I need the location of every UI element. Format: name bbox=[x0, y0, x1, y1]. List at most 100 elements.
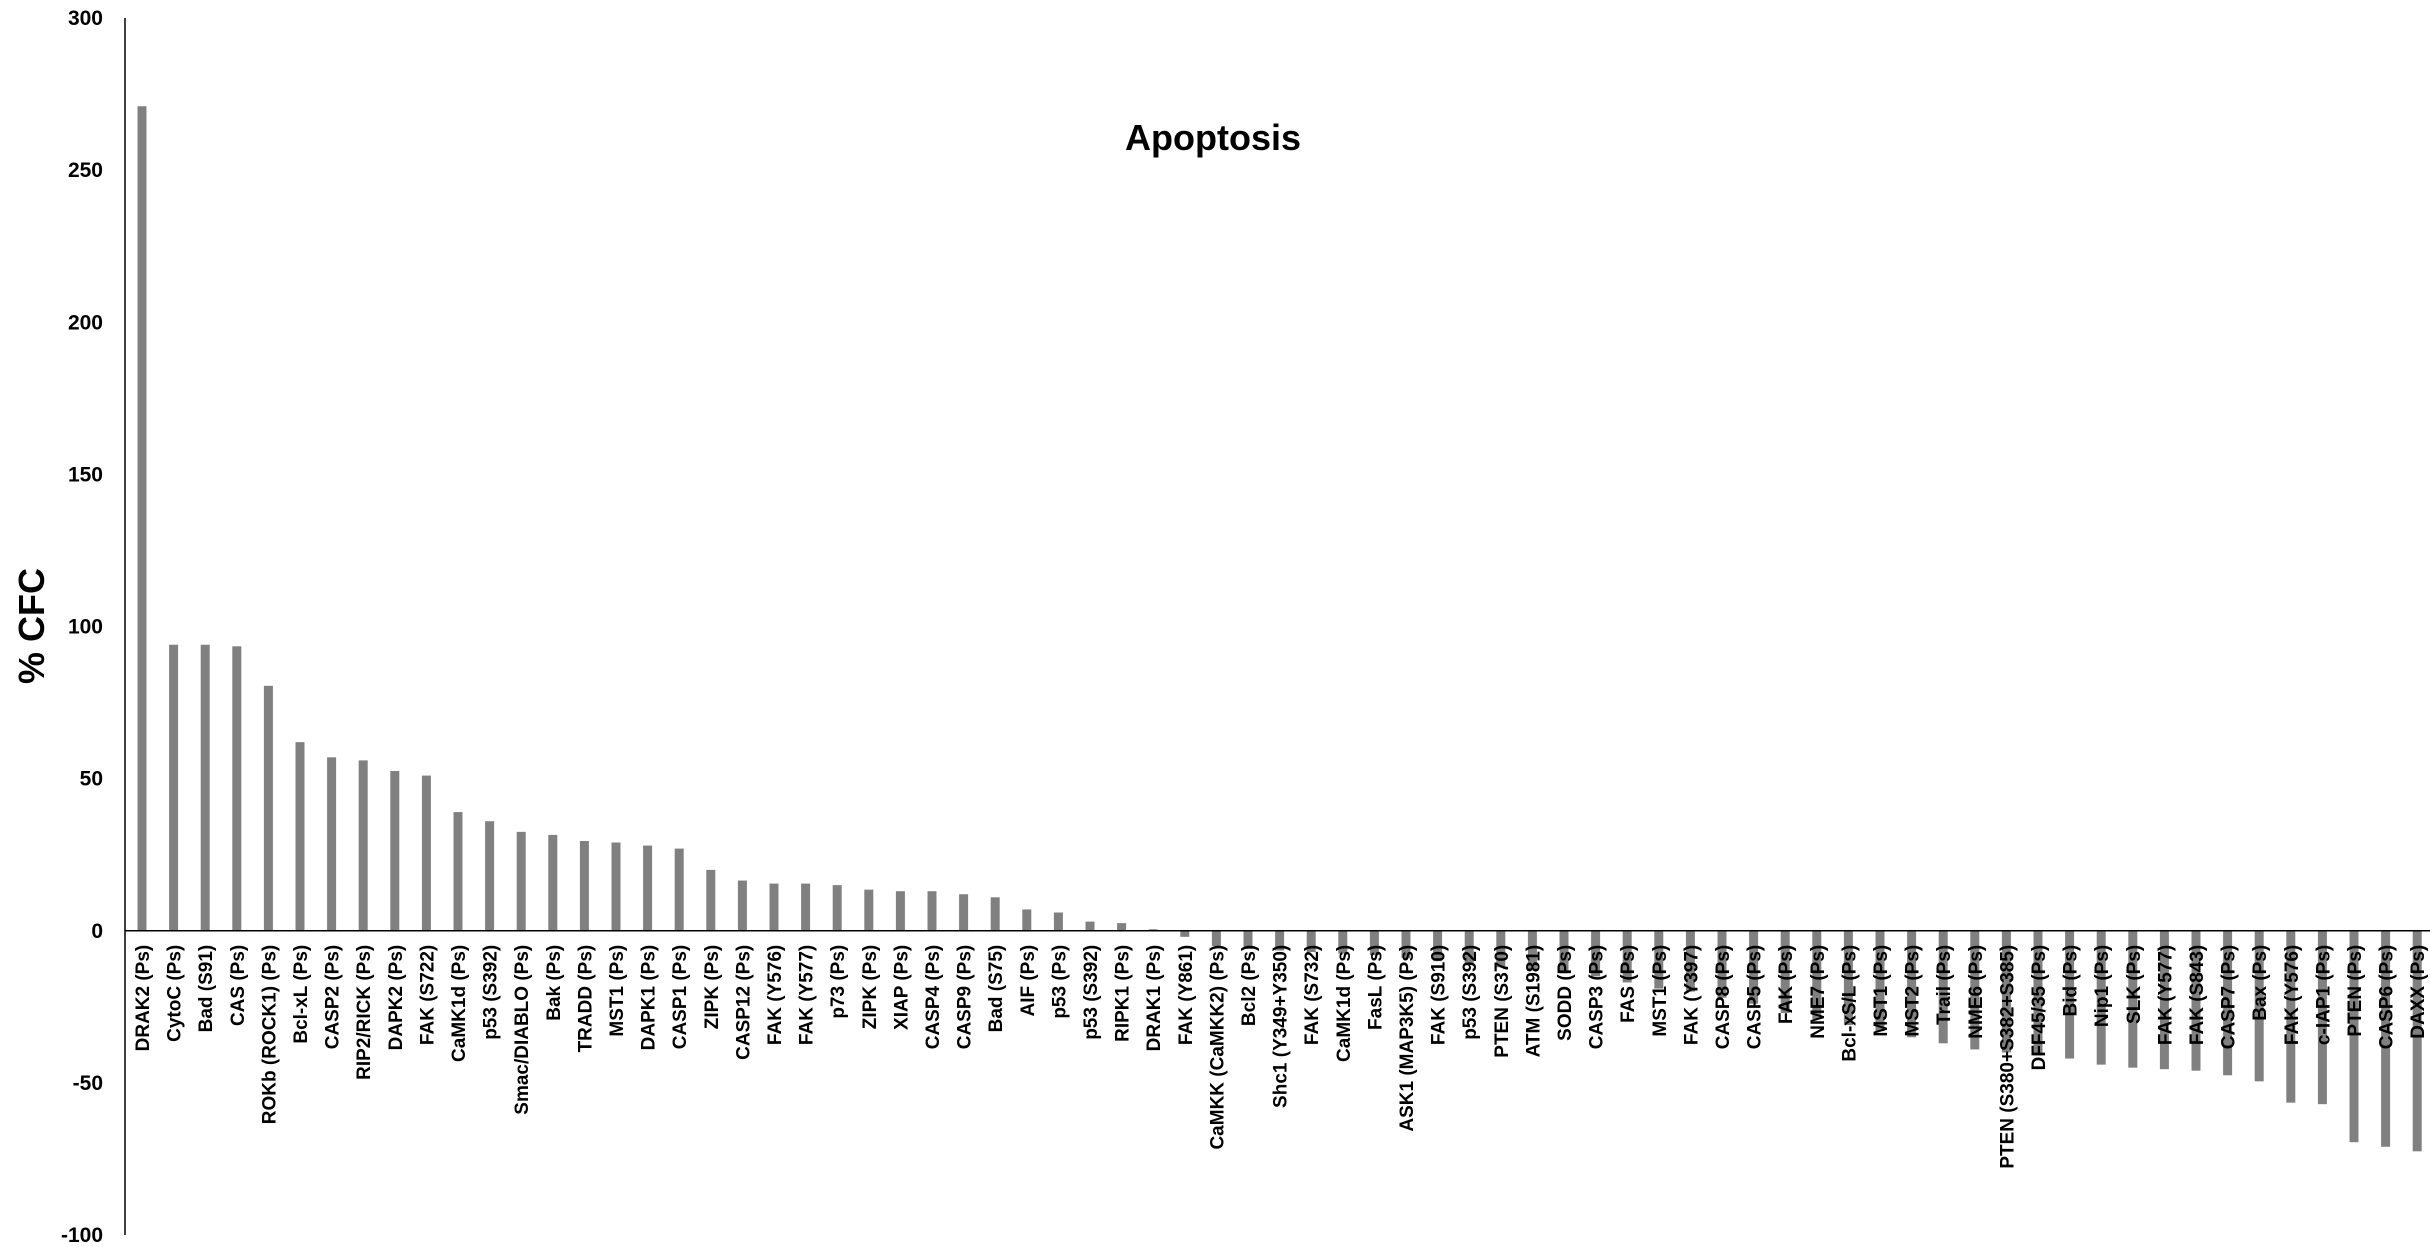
category-label: FAK (Y397) bbox=[1681, 945, 1702, 1045]
category-label: FAK (Y576) bbox=[765, 945, 786, 1045]
bar bbox=[1654, 930, 1664, 989]
category-label: CaMK1d (Ps) bbox=[1334, 945, 1355, 1062]
category-label: SLK (Ps) bbox=[2124, 945, 2145, 1024]
bar bbox=[2381, 930, 2391, 1147]
bar bbox=[832, 885, 842, 931]
category-label: CASP6 (Ps) bbox=[2377, 945, 2398, 1050]
bar bbox=[1211, 930, 1221, 946]
category-label: DRAK2 (Ps) bbox=[133, 945, 154, 1052]
category-label: CaMKK (CaMKK2) (Ps) bbox=[1207, 945, 1228, 1150]
category-label: Bad (S75) bbox=[986, 945, 1007, 1033]
bar bbox=[1275, 930, 1285, 951]
bar bbox=[548, 834, 558, 931]
category-label: CytoC (Ps) bbox=[165, 945, 186, 1042]
category-label: CASP12 (Ps) bbox=[733, 945, 754, 1060]
bar bbox=[2159, 930, 2169, 1070]
category-label: PTEN (S370) bbox=[1492, 945, 1513, 1058]
bar bbox=[1148, 929, 1158, 931]
bar bbox=[990, 897, 1000, 931]
bar bbox=[1938, 930, 1948, 1044]
category-label: ZIPK (Ps) bbox=[860, 945, 881, 1029]
category-label: XIAP (Ps) bbox=[891, 945, 912, 1030]
bar bbox=[611, 842, 621, 931]
category-label: CaMK1d (Ps) bbox=[449, 945, 470, 1062]
bar bbox=[1433, 930, 1443, 962]
bar bbox=[358, 760, 368, 931]
bar bbox=[1243, 930, 1253, 949]
category-label: p73 (Ps) bbox=[828, 945, 849, 1019]
category-label: CASP3 (Ps) bbox=[1587, 945, 1608, 1050]
category-label: Bcl-xS/L (Ps) bbox=[1839, 945, 1860, 1062]
bar bbox=[927, 891, 937, 931]
y-tick-label: 100 bbox=[68, 616, 103, 639]
category-label: MST1 (Ps) bbox=[607, 945, 628, 1037]
category-label: DAPK1 (Ps) bbox=[639, 945, 660, 1051]
category-label: Bid (Ps) bbox=[2061, 945, 2082, 1017]
category-label: FAK (Y861) bbox=[1176, 945, 1197, 1045]
bar bbox=[1843, 930, 1853, 1026]
bar bbox=[2223, 930, 2233, 1076]
category-label: p53 (S392) bbox=[1081, 945, 1102, 1040]
bar bbox=[295, 742, 305, 931]
bar bbox=[737, 880, 747, 931]
category-label: SODD (Ps) bbox=[1555, 945, 1576, 1041]
bar bbox=[1117, 923, 1127, 931]
bar bbox=[706, 869, 716, 931]
bar bbox=[2065, 930, 2075, 1059]
bar bbox=[769, 883, 779, 931]
bar-group bbox=[137, 106, 2422, 1152]
bar bbox=[895, 891, 905, 931]
bar bbox=[2128, 930, 2138, 1068]
category-label: p53 (S392) bbox=[481, 945, 502, 1040]
bar bbox=[1907, 930, 1917, 1038]
chart-title: Apoptosis bbox=[1125, 117, 1301, 158]
bar bbox=[1970, 930, 1980, 1050]
bar bbox=[453, 812, 463, 931]
category-label: CASP1 (Ps) bbox=[670, 945, 691, 1050]
bar bbox=[1306, 930, 1316, 953]
bar bbox=[1559, 930, 1569, 974]
category-label: Bcl2 (Ps) bbox=[1239, 945, 1260, 1026]
category-label: FasL (Ps) bbox=[1365, 945, 1386, 1030]
category-label: FAS (Ps) bbox=[1618, 945, 1639, 1023]
category-label: AIF (Ps) bbox=[1018, 945, 1039, 1017]
bar bbox=[864, 889, 874, 931]
category-label: DAPK2 (Ps) bbox=[386, 945, 407, 1051]
category-label: NME6 (Ps) bbox=[1966, 945, 1987, 1039]
category-label: p53 (Ps) bbox=[1049, 945, 1070, 1019]
category-label: CAS (Ps) bbox=[228, 945, 249, 1026]
bar bbox=[959, 894, 969, 931]
bar bbox=[1053, 912, 1063, 931]
category-label: Bak (Ps) bbox=[544, 945, 565, 1021]
bar bbox=[232, 646, 242, 931]
category-label: FAK (Y577) bbox=[797, 945, 818, 1045]
y-tick-label: -50 bbox=[73, 1072, 103, 1095]
bar bbox=[1527, 930, 1537, 971]
bar bbox=[1464, 930, 1474, 965]
bar bbox=[1812, 930, 1822, 1019]
bar bbox=[1338, 930, 1348, 954]
category-label: DFF45/35 (Ps) bbox=[2029, 945, 2050, 1071]
bar bbox=[2191, 930, 2201, 1071]
y-tick-label: 300 bbox=[68, 7, 103, 30]
bar bbox=[516, 831, 526, 931]
category-label: CASP7 (Ps) bbox=[2219, 945, 2240, 1050]
category-label: CASP8 (Ps) bbox=[1713, 945, 1734, 1050]
category-label: Trail (Ps) bbox=[1934, 945, 1955, 1025]
bar bbox=[2096, 930, 2106, 1065]
category-label: PTEN (Ps) bbox=[2345, 945, 2366, 1037]
bar bbox=[327, 757, 337, 931]
bar bbox=[1022, 909, 1032, 931]
category-label: CASP9 (Ps) bbox=[955, 945, 976, 1050]
bar bbox=[263, 685, 273, 931]
category-label: Smac/DIABLO (Ps) bbox=[512, 945, 533, 1115]
bar bbox=[390, 771, 400, 931]
category-label: FAK (Y577) bbox=[2155, 945, 2176, 1045]
bar bbox=[1591, 930, 1601, 977]
bar bbox=[2033, 930, 2043, 1056]
category-label: Bcl-xL (Ps) bbox=[291, 945, 312, 1044]
category-label: MST1 (Ps) bbox=[1871, 945, 1892, 1037]
y-tick-label: 0 bbox=[91, 920, 103, 943]
category-label: Bad (S91) bbox=[196, 945, 217, 1033]
category-label: NME7 (Ps) bbox=[1808, 945, 1829, 1039]
